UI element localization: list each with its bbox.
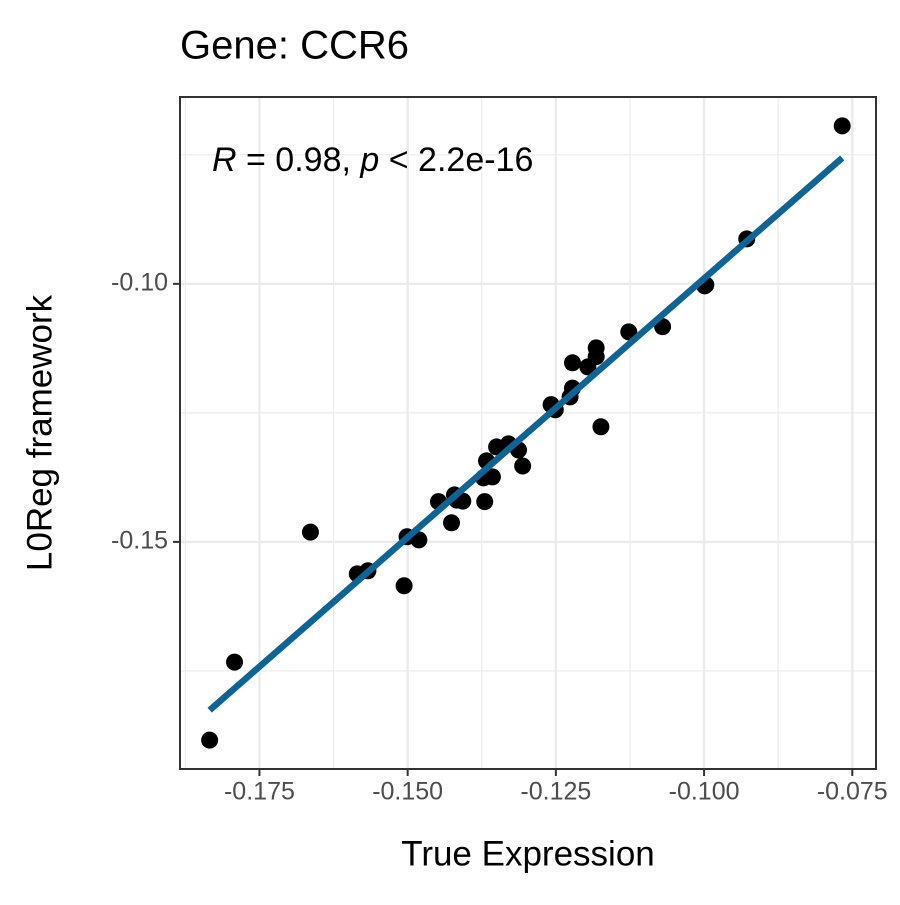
plot-area: -0.175 -0.150 -0.125 -0.100 -0.075 -0.10 -0.15 [111, 96, 888, 806]
panel-border [179, 96, 877, 770]
y-tick-label: -0.15 [111, 527, 168, 555]
x-tick-label: -0.125 [520, 778, 591, 806]
fit-line [207, 155, 845, 713]
point [443, 514, 461, 532]
y-tick-label: -0.10 [111, 268, 168, 296]
point [592, 418, 610, 436]
r-symbol: R [212, 141, 237, 179]
x-tick-label: -0.175 [224, 778, 295, 806]
point [563, 354, 581, 372]
x-tick-label: -0.100 [669, 778, 740, 806]
r-text: = 0.98, [237, 141, 361, 179]
x-tick-label: -0.075 [817, 778, 888, 806]
chart-title: Gene: CCR6 [180, 24, 409, 68]
y-axis-label: L0Reg framework [20, 294, 59, 571]
point [476, 493, 494, 511]
point [833, 117, 851, 135]
point [301, 523, 319, 541]
point [201, 731, 219, 749]
point [579, 358, 597, 376]
x-axis-label: True Expression [401, 834, 655, 873]
x-tick-label: -0.150 [372, 778, 443, 806]
p-symbol: p [359, 141, 379, 179]
point [514, 457, 532, 475]
p-text: < 2.2e-16 [379, 141, 533, 179]
point [410, 531, 428, 549]
point [226, 653, 244, 671]
annotation: R = 0.98, p < 2.2e-16 [212, 141, 533, 179]
point [488, 438, 506, 456]
point [620, 323, 638, 341]
point [395, 577, 413, 595]
